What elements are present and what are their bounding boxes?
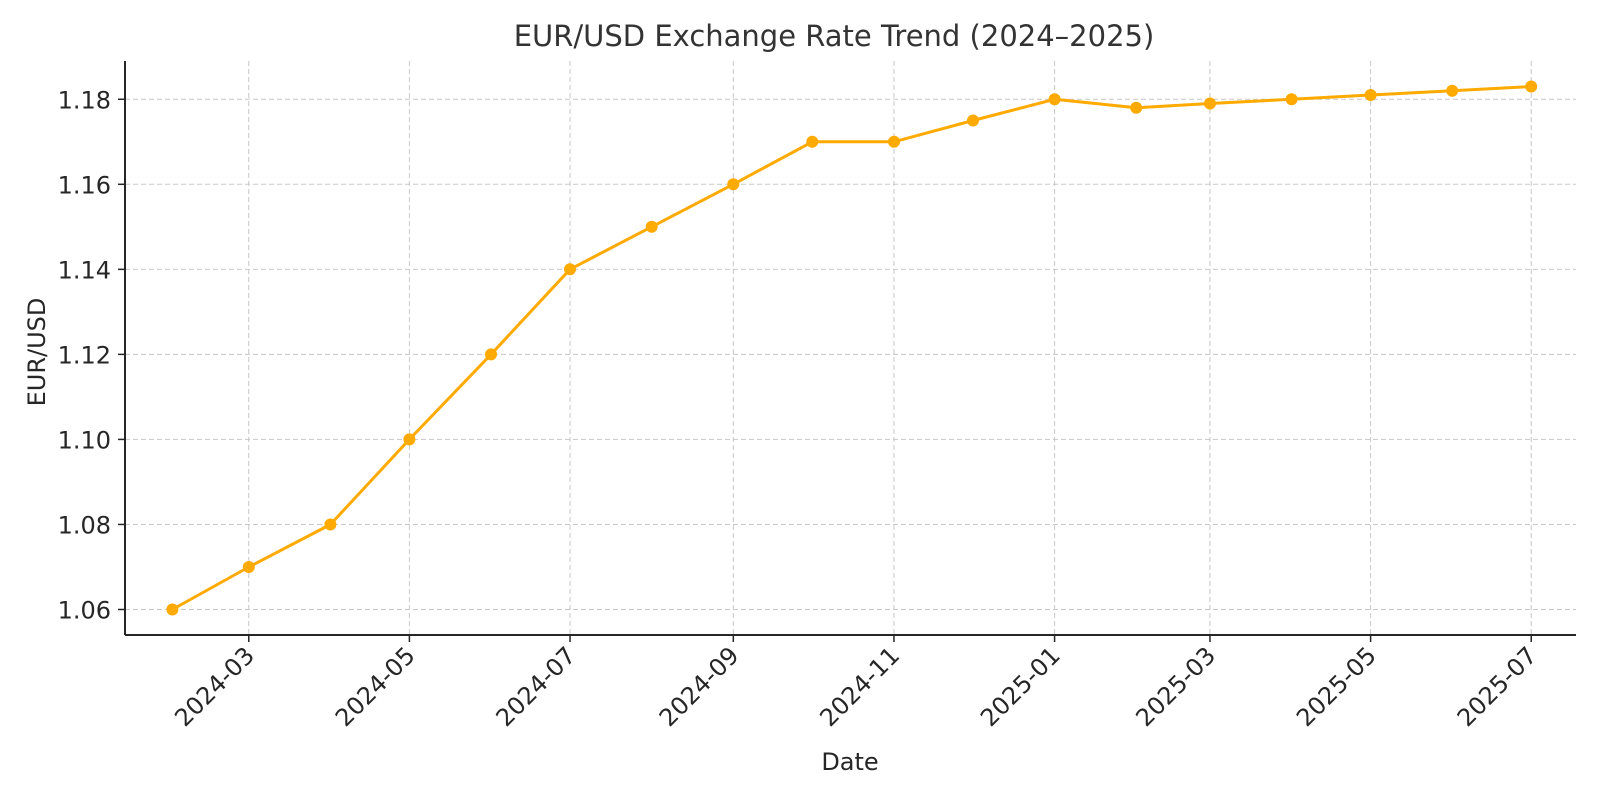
- y-tick-label: 1.06: [58, 596, 111, 624]
- y-tick-label: 1.18: [58, 86, 111, 114]
- data-point: [1364, 89, 1377, 101]
- series-layer: [166, 80, 1538, 616]
- axes: [124, 61, 1576, 636]
- y-tick-label: 1.16: [58, 171, 111, 199]
- data-point: [485, 348, 497, 361]
- data-point: [1204, 97, 1216, 110]
- data-point: [1285, 93, 1298, 106]
- data-point: [166, 603, 179, 616]
- data-point: [967, 114, 979, 127]
- chart-title: EUR/USD Exchange Rate Trend (2024–2025): [514, 19, 1155, 53]
- data-point: [727, 178, 740, 191]
- series-line: [171, 85, 1532, 611]
- y-tick-label: 1.14: [58, 256, 111, 284]
- y-tick-label: 1.08: [58, 511, 111, 539]
- data-point: [1525, 80, 1538, 93]
- data-point: [645, 220, 658, 233]
- data-point: [242, 561, 255, 573]
- data-point: [564, 263, 576, 276]
- data-point: [1446, 84, 1459, 97]
- y-tick-label: 1.12: [58, 341, 111, 369]
- data-point: [1048, 93, 1061, 106]
- data-point: [806, 135, 819, 148]
- x-axis-label: Date: [821, 748, 878, 776]
- grid: [125, 61, 1576, 635]
- data-point: [888, 135, 900, 148]
- data-point: [1130, 101, 1143, 114]
- y-axis-label: EUR/USD: [23, 298, 51, 407]
- data-point: [403, 433, 416, 446]
- data-point: [324, 518, 337, 531]
- y-tick-label: 1.10: [58, 426, 111, 454]
